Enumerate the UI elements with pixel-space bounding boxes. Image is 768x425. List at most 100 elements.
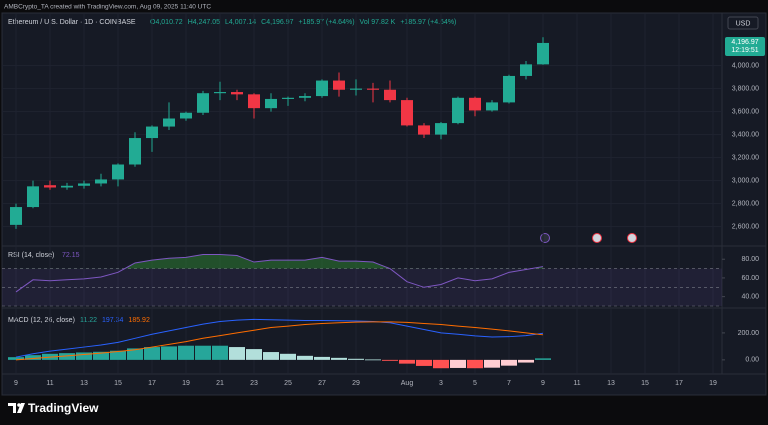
event-icon[interactable] xyxy=(592,233,602,243)
candle-body xyxy=(95,179,107,184)
x-tick-label: 9 xyxy=(541,380,545,387)
x-tick-label: 11 xyxy=(46,380,53,387)
x-tick-label: 15 xyxy=(641,380,649,387)
x-tick-label: 5 xyxy=(473,380,477,387)
x-tick-label: 19 xyxy=(709,380,717,387)
x-tick-label: 9 xyxy=(14,380,18,387)
ohlc-label: +185.97 (+4.64%) xyxy=(298,19,354,26)
candle-body xyxy=(248,94,260,109)
histogram-bar xyxy=(331,357,347,360)
macd-value: 197.34 xyxy=(102,317,124,324)
x-tick-label: 29 xyxy=(352,380,360,387)
footer-logo xyxy=(8,403,25,413)
brand: TradingView xyxy=(28,401,99,415)
candle-body xyxy=(333,80,345,90)
candle-body xyxy=(401,100,413,126)
histogram-bar xyxy=(280,353,296,360)
countdown: 12:19:51 xyxy=(731,47,758,54)
logo-mark xyxy=(8,403,25,413)
y-tick-label: 3,400.00 xyxy=(732,131,759,138)
currency[interactable]: USD xyxy=(736,20,751,27)
histogram-bar xyxy=(467,359,483,369)
histogram-bar xyxy=(484,359,500,368)
x-tick-label: 13 xyxy=(607,380,615,387)
signal-line xyxy=(15,321,544,361)
candle-body xyxy=(282,97,294,99)
volume-label: +185.97 (+4.64%) xyxy=(400,19,456,26)
x-tick-label: 21 xyxy=(216,380,224,387)
histogram-bar xyxy=(314,356,330,360)
candle-body xyxy=(44,185,56,188)
y-tick-label: 2,600.00 xyxy=(732,223,759,230)
histogram-bar xyxy=(127,348,143,360)
x-tick-label: 7 xyxy=(507,380,511,387)
rsi-value: 72.15 xyxy=(62,252,80,259)
x-tick-label: 27 xyxy=(318,380,326,387)
candle-body xyxy=(129,138,141,165)
ohlc-label: C4,196.97 xyxy=(261,19,293,26)
histogram-bar xyxy=(399,359,415,364)
histogram-bar xyxy=(263,352,279,360)
histogram-bar xyxy=(25,355,41,360)
histogram-bar xyxy=(365,359,381,361)
macd-title: MACD (12, 26, close) xyxy=(8,317,75,324)
event-icon[interactable] xyxy=(627,233,637,243)
candle-body xyxy=(384,89,396,101)
candle-body xyxy=(231,92,243,95)
logo-dot xyxy=(17,403,21,407)
candle-body xyxy=(452,97,464,124)
candle-body xyxy=(163,118,175,127)
histogram-bar xyxy=(348,358,364,360)
histogram-bar xyxy=(229,347,245,360)
last-price-tag xyxy=(725,36,765,56)
candle-body xyxy=(265,98,277,109)
histogram-bar xyxy=(212,345,228,360)
candle-body xyxy=(316,80,328,97)
histogram-bar xyxy=(416,359,432,366)
histogram-bar xyxy=(297,355,313,360)
ohlc-label: L4,007.14 xyxy=(225,19,256,26)
histogram-bar xyxy=(161,346,177,360)
histogram-bar xyxy=(535,358,551,360)
credit: AMBCrypto_TA created with TradingView.co… xyxy=(4,4,211,11)
y-tick-label: 3,000.00 xyxy=(732,177,759,184)
histogram-bar xyxy=(76,352,92,360)
candle-body xyxy=(537,42,549,65)
candle-body xyxy=(27,186,39,208)
histogram-bar xyxy=(433,359,449,369)
x-tick-label: Aug xyxy=(401,380,414,387)
macd-value: 11.22 xyxy=(80,317,97,324)
histogram-bar xyxy=(93,351,109,360)
x-tick-label: 15 xyxy=(114,380,122,387)
currency-box[interactable] xyxy=(727,16,759,30)
histogram-bar xyxy=(178,345,194,360)
volume-label: Vol 97.82 K xyxy=(360,19,396,26)
y-tick-label: 4,000.00 xyxy=(732,62,759,69)
y-tick-label: 3,200.00 xyxy=(732,154,759,161)
event-icon[interactable] xyxy=(540,233,550,243)
macd-line xyxy=(15,318,544,358)
x-tick-label: 19 xyxy=(182,380,190,387)
ohlc-label: O4,010.72 xyxy=(150,19,183,26)
candle-body xyxy=(214,92,226,94)
candle-body xyxy=(418,125,430,135)
candle-body xyxy=(299,96,311,98)
histogram-bar xyxy=(110,350,126,360)
x-tick-label: 17 xyxy=(148,380,156,387)
histogram-bar xyxy=(195,345,211,360)
y-tick-label: 40.00 xyxy=(741,293,759,300)
histogram-bar xyxy=(8,357,24,360)
candle-body xyxy=(469,97,481,111)
candle-body xyxy=(61,185,73,188)
symbol-legend: Ethereum / U.S. Dollar · 1D · COINBASE xyxy=(8,19,136,26)
candle-body xyxy=(350,88,362,90)
histogram-bar xyxy=(144,347,160,360)
rsi-line xyxy=(15,254,544,293)
candle-body xyxy=(112,164,124,180)
y-tick-label: 0.00 xyxy=(745,357,759,364)
candle-body xyxy=(435,123,447,135)
overbought-area xyxy=(124,254,543,269)
y-tick-label: 60.00 xyxy=(741,275,759,282)
